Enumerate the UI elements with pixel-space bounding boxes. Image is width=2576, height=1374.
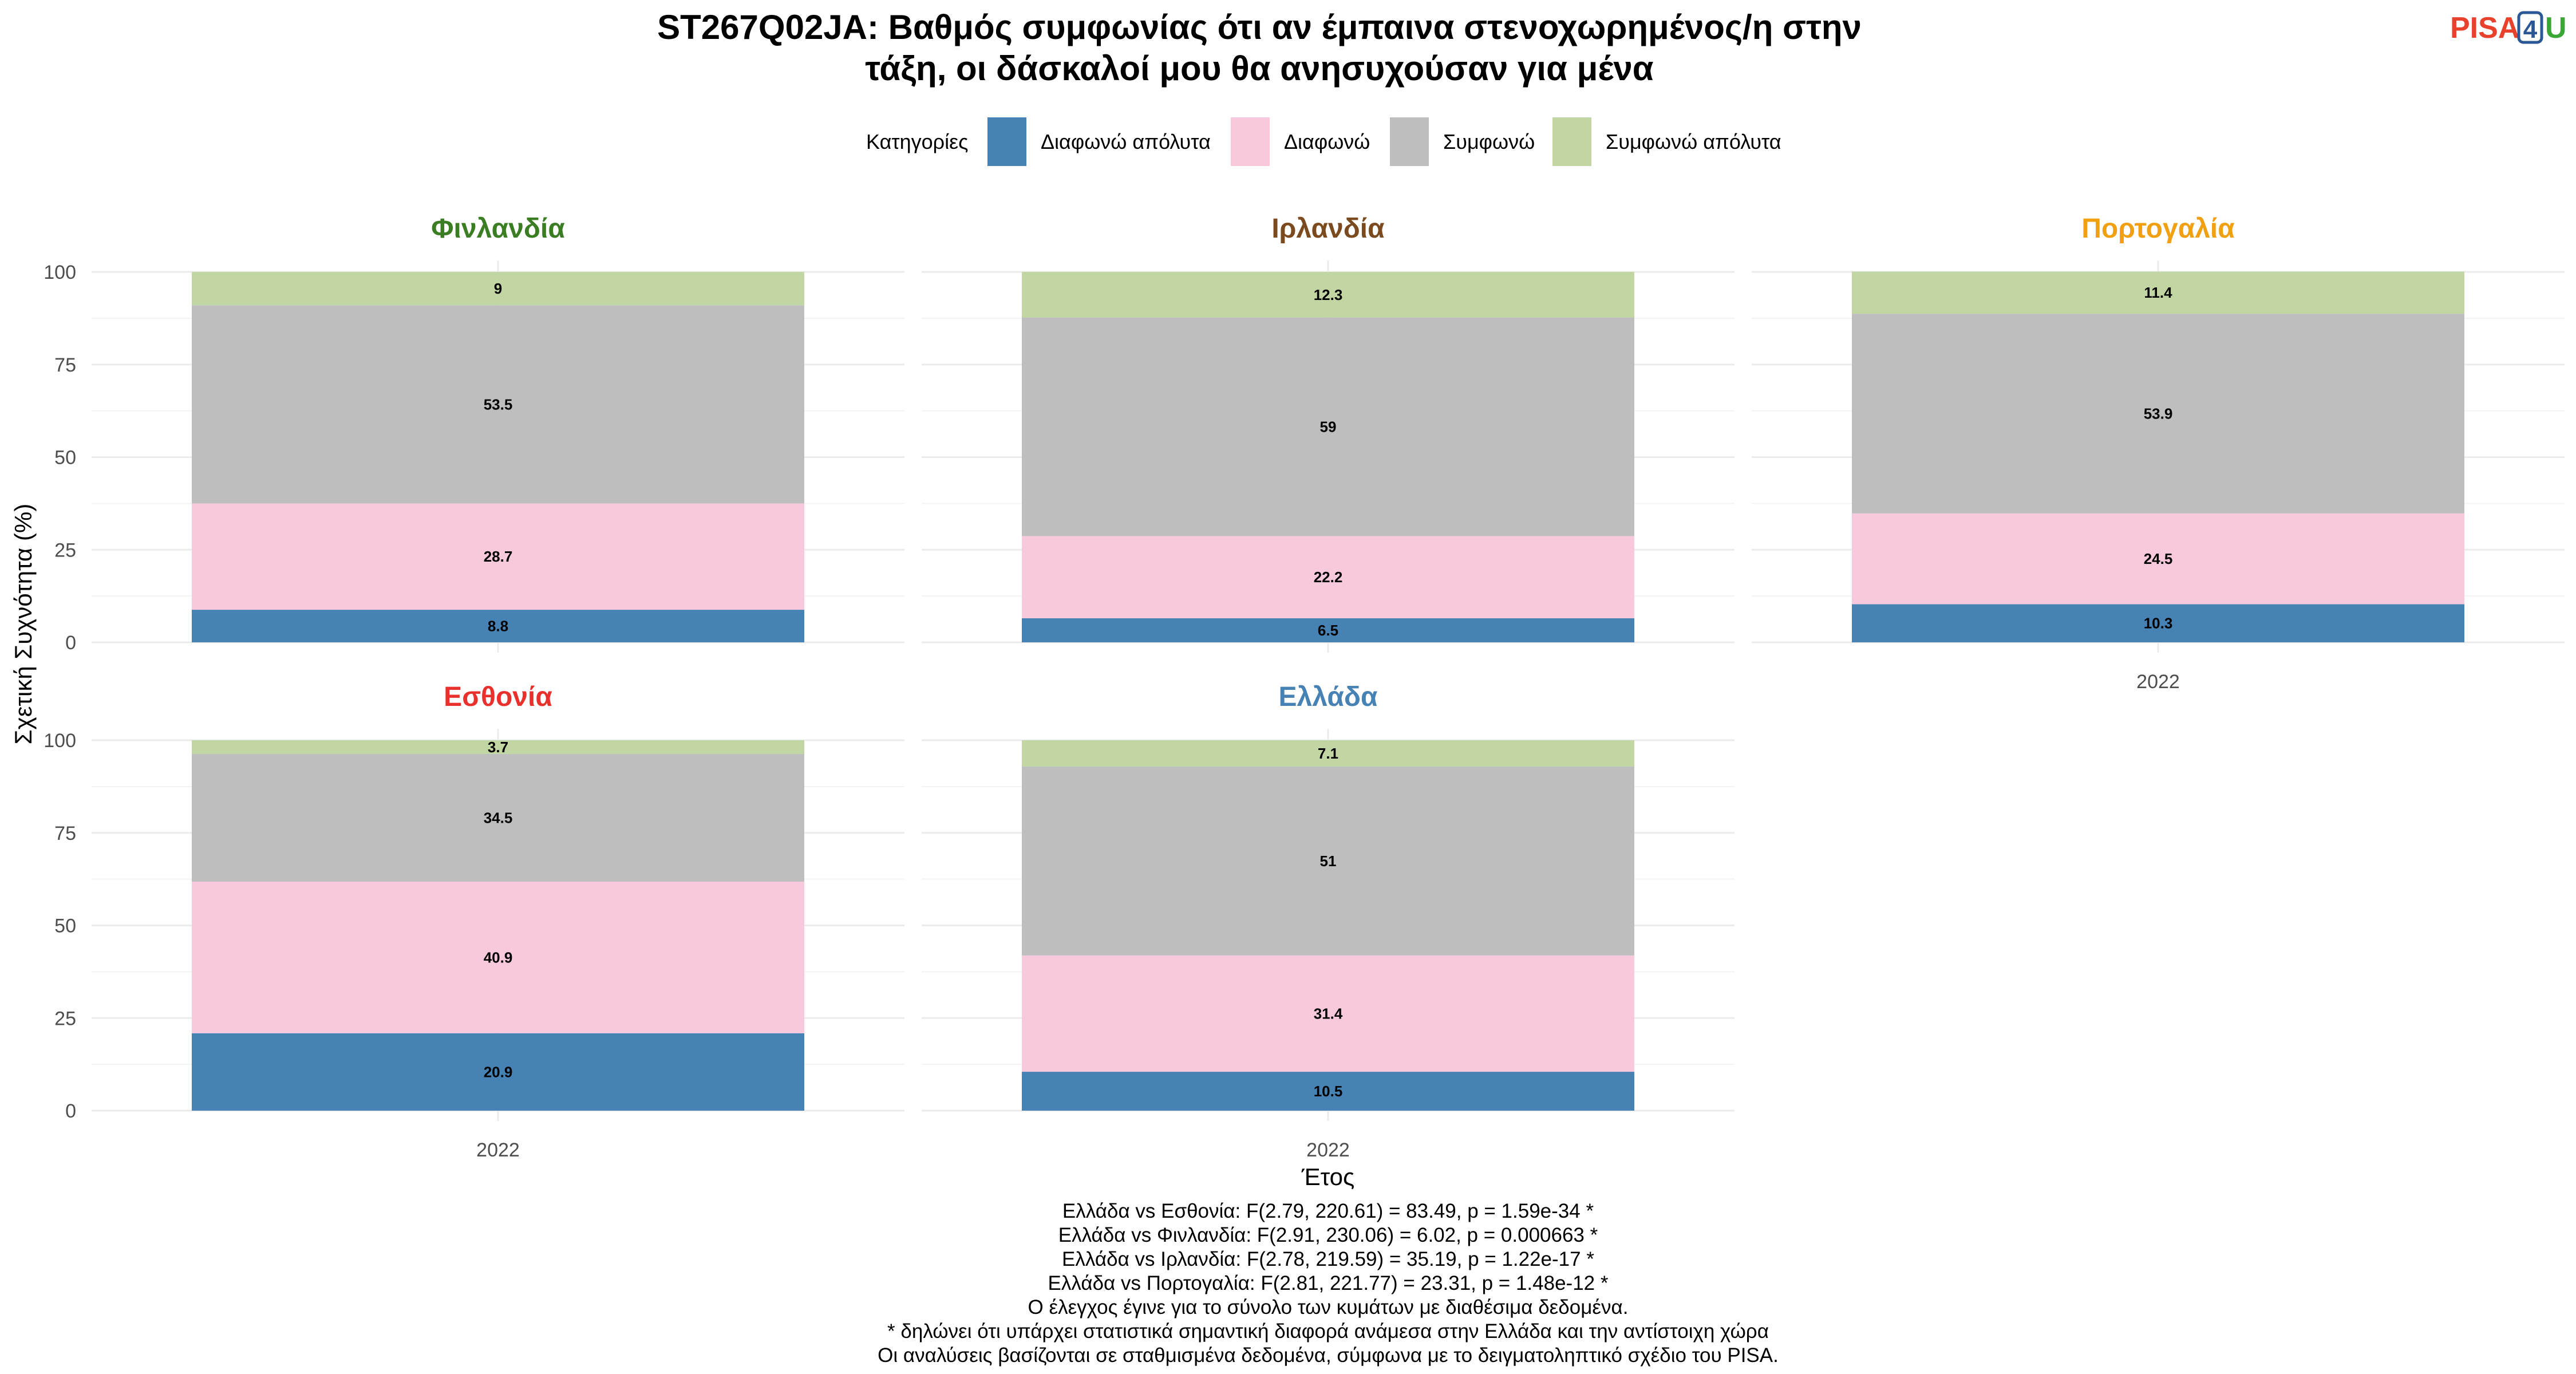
- chart-title-line-2: τάξη, οι δάσκαλοί μου θα ανησυχούσαν για…: [865, 49, 1653, 88]
- facet-title-3: Πορτογαλία: [2081, 214, 2235, 244]
- facet-panel-5: Ελλάδα 10.5 31.4 51 7.1 2022: [922, 682, 1735, 1161]
- bar-segment-3: [1022, 766, 1634, 956]
- facet-panels: 0 25 50 75 100 Φινλανδία 8.8 28.7 53.5 9 Ιρλανδία 6…: [44, 214, 2565, 1161]
- bar-segment-2: [1852, 513, 2464, 605]
- bar-segment-4: [192, 272, 804, 306]
- bar-segment-2: [192, 503, 804, 610]
- bar-value-label: 6.5: [1318, 622, 1338, 639]
- caption-line-7: Οι αναλύσεις βασίζονται σε σταθμισμένα δ…: [878, 1344, 1779, 1367]
- bar-value-label: 59: [1320, 418, 1337, 435]
- facet-panel-1: 0 25 50 75 100 Φινλανδία 8.8 28.7 53.5 9: [44, 214, 904, 654]
- logo-text-pisa: PISA: [2450, 11, 2519, 45]
- legend: Κατηγορίες Διαφωνώ απόλυτα Διαφωνώ Συμφωνώ…: [866, 117, 1781, 166]
- bar-segment-4: [1022, 740, 1634, 767]
- caption-line-6: * δηλώνει ότι υπάρχει στατιστικά σημαντι…: [887, 1320, 1769, 1343]
- x-axis-title: Έτος: [1301, 1163, 1355, 1190]
- bar-value-label: 12.3: [1314, 286, 1343, 303]
- facet-title-2: Ιρλανδία: [1271, 214, 1385, 244]
- y-axis-title: Σχετική Συχνότητα (%): [10, 504, 37, 745]
- caption-line-5: Ο έλεγχος έγινε για το σύνολο των κυμάτω…: [1028, 1296, 1629, 1318]
- facet-panel-4: 0 25 50 75 100 Εσθονία 20.9 40.9 34.5 3.7 2022: [44, 682, 904, 1161]
- y-tick-label: 75: [54, 354, 76, 376]
- y-tick-label: 100: [44, 262, 76, 283]
- facet-title-4: Εσθονία: [444, 682, 552, 712]
- bar-value-label: 53.9: [2144, 405, 2173, 422]
- bar-segment-3: [192, 753, 804, 882]
- bar-value-label: 7.1: [1318, 745, 1338, 762]
- y-tick-label: 50: [54, 447, 76, 469]
- caption-line-1: Ελλάδα vs Εσθονία: F(2.79, 220.61) = 83.…: [1062, 1200, 1594, 1222]
- caption-line-2: Ελλάδα vs Φινλανδία: F(2.91, 230.06) = 6…: [1058, 1224, 1598, 1246]
- bar-value-label: 10.3: [2144, 615, 2173, 632]
- bar-value-label: 22.2: [1314, 568, 1343, 586]
- legend-label-1: Διαφωνώ απόλυτα: [1041, 130, 1211, 153]
- bar-segment-1: [1022, 618, 1634, 642]
- caption-line-3: Ελλάδα vs Ιρλανδία: F(2.78, 219.59) = 35…: [1062, 1248, 1594, 1270]
- bar-value-label: 3.7: [488, 739, 508, 756]
- bar-segment-2: [1022, 955, 1634, 1072]
- y-tick-label: 100: [44, 730, 76, 752]
- y-tick-label: 0: [65, 632, 76, 654]
- bar-segment-1: [1022, 1072, 1634, 1111]
- bar-value-label: 9: [494, 280, 502, 297]
- bar-segment-4: [1852, 271, 2464, 314]
- pisa4u-logo: PISA 4 U: [2450, 11, 2567, 45]
- bar-segment-3: [192, 305, 804, 504]
- caption-line-4: Ελλάδα vs Πορτογαλία: F(2.81, 221.77) = …: [1048, 1272, 1609, 1294]
- bar-value-label: 8.8: [488, 618, 508, 635]
- facet-title-1: Φινλανδία: [431, 214, 565, 244]
- bar-segment-3: [1022, 317, 1634, 536]
- chart-title-line-1: ST267Q02JA: Βαθμός συμφωνίας ότι αν έμπα…: [657, 8, 1862, 46]
- facet-panel-3: Πορτογαλία 10.3 24.5 53.9 11.4 2022: [1752, 214, 2565, 693]
- legend-title: Κατηγορίες: [866, 130, 969, 153]
- bar-value-label: 31.4: [1314, 1005, 1343, 1022]
- y-tick-label: 0: [65, 1100, 76, 1122]
- y-tick-label: 75: [54, 823, 76, 844]
- y-tick-label: 25: [54, 1008, 76, 1029]
- bar-segment-1: [192, 610, 804, 642]
- legend-label-4: Συμφωνώ απόλυτα: [1606, 130, 1781, 153]
- bar-segment-3: [1852, 314, 2464, 514]
- facet-panel-2: Ιρλανδία 6.5 22.2 59 12.3: [922, 214, 1735, 653]
- legend-label-2: Διαφωνώ: [1284, 130, 1370, 153]
- bar-segment-4: [1022, 272, 1634, 318]
- legend-label-3: Συμφωνώ: [1443, 130, 1535, 153]
- bar-segment-2: [192, 882, 804, 1033]
- bar-value-label: 24.5: [2144, 550, 2173, 567]
- caption: Ελλάδα vs Εσθονία: F(2.79, 220.61) = 83.…: [878, 1200, 1779, 1367]
- y-tick-label: 50: [54, 915, 76, 937]
- bar-value-label: 53.5: [484, 396, 513, 413]
- bar-value-label: 40.9: [484, 949, 513, 966]
- bar-segment-1: [1852, 604, 2464, 642]
- logo-box-icon: [2517, 11, 2543, 44]
- x-tick-label: 2022: [1306, 1139, 1350, 1161]
- bar-value-label: 11.4: [2144, 284, 2172, 301]
- bar-value-label: 28.7: [484, 548, 513, 565]
- legend-swatch-2: [1231, 117, 1270, 166]
- legend-swatch-1: [987, 117, 1026, 166]
- bar-segment-1: [192, 1033, 804, 1111]
- x-tick-label: 2022: [476, 1139, 520, 1161]
- bar-value-label: 51: [1320, 852, 1337, 870]
- bar-value-label: 20.9: [484, 1063, 513, 1080]
- legend-swatch-3: [1390, 117, 1429, 166]
- bar-value-label: 10.5: [1314, 1083, 1343, 1100]
- facet-title-5: Ελλάδα: [1279, 682, 1378, 712]
- logo-text-u: U: [2545, 11, 2567, 45]
- legend-swatch-4: [1552, 117, 1591, 166]
- logo-text-4: 4: [2523, 15, 2538, 44]
- bar-segment-4: [192, 740, 804, 754]
- bar-segment-2: [1022, 536, 1634, 618]
- x-tick-label: 2022: [2136, 671, 2180, 693]
- bar-value-label: 34.5: [484, 810, 513, 827]
- y-tick-label: 25: [54, 539, 76, 561]
